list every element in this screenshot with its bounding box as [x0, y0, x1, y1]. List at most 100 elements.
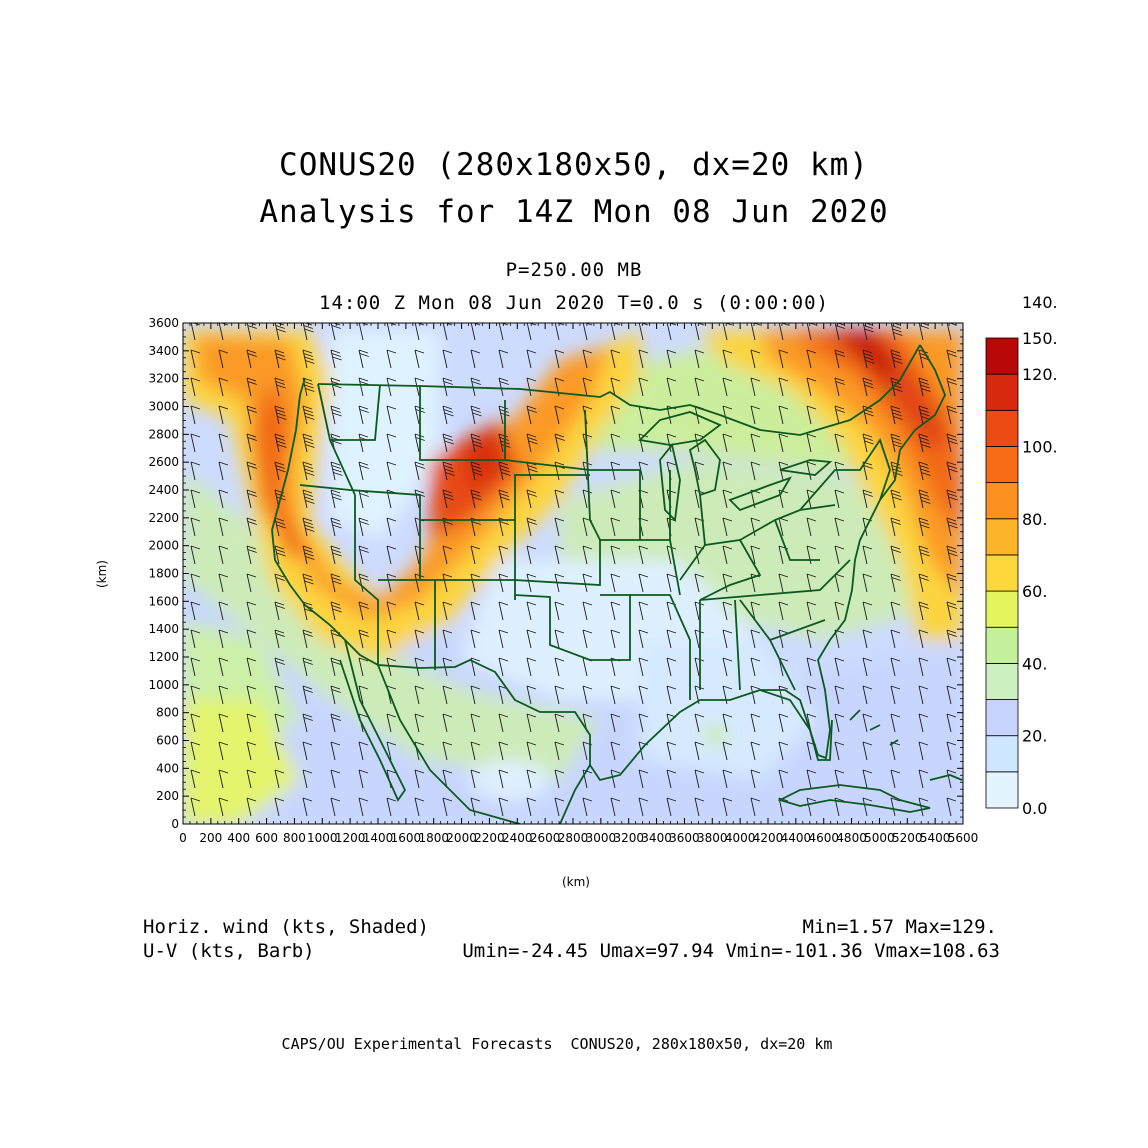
wind-barb [778, 797, 789, 817]
wind-barb [526, 713, 537, 733]
wind-barb [918, 489, 931, 509]
x-tick-label: 2800 [558, 831, 589, 845]
wind-barb [274, 797, 285, 817]
x-tick-label: 2000 [446, 831, 477, 845]
wind-barb [330, 405, 342, 425]
wind-barb [302, 349, 315, 369]
wind-barb [498, 377, 509, 397]
uv-stats-text: Umin=-24.45 Umax=97.94 Vmin=-101.36 Vmax… [462, 940, 1000, 962]
wind-barb [470, 573, 481, 593]
wind-barb [722, 713, 733, 733]
wind-barb [498, 797, 509, 817]
wind-barb [442, 797, 453, 817]
wind-barb [218, 489, 229, 509]
wind-barb [694, 461, 705, 481]
wind-barb [470, 685, 481, 705]
wind-barb [918, 573, 929, 593]
x-tick-label: 4200 [753, 831, 784, 845]
colorbar-box [985, 554, 1019, 592]
wind-barb [554, 685, 565, 705]
wind-barb [610, 713, 621, 733]
wind-barb [302, 517, 315, 537]
wind-barb [778, 489, 789, 509]
wind-barb [666, 433, 677, 453]
wind-barb [386, 377, 397, 397]
colorbar-label: 120. [1022, 365, 1058, 384]
barb-label: U-V (kts, Barb) [143, 940, 315, 962]
valid-time: 14:00 Z Mon 08 Jun 2020 T=0.0 s (0:00:00… [319, 292, 829, 314]
colorbar-box [985, 337, 1019, 375]
wind-barb [582, 349, 593, 369]
wind-barb [526, 769, 537, 789]
wind-barb [190, 797, 201, 817]
wind-barb [414, 629, 425, 649]
wind-barb [274, 461, 286, 481]
wind-barb [386, 741, 397, 761]
wind-barb [498, 489, 510, 509]
wind-barb [666, 657, 677, 677]
wind-barb [246, 349, 257, 369]
wind-barb [526, 601, 537, 621]
wind-barb [190, 713, 201, 733]
wind-barb [918, 629, 929, 649]
y-tick-label: 600 [156, 734, 179, 748]
wind-barb [862, 797, 873, 817]
wind-barb [946, 601, 957, 621]
x-tick-label: 3800 [697, 831, 728, 845]
wind-barb [750, 741, 761, 761]
wind-barb [890, 405, 903, 425]
wind-barb [778, 349, 789, 369]
wind-barb [806, 433, 817, 453]
wind-barb [554, 545, 565, 565]
y-tick-label: 400 [156, 761, 179, 775]
wind-barb [918, 797, 929, 817]
wind-barb [918, 461, 931, 481]
wind-barb [470, 629, 481, 649]
wind-barb [246, 545, 257, 565]
wind-barb [890, 461, 903, 481]
wind-barb [470, 461, 483, 481]
wind-barb [834, 433, 845, 453]
wind-barb [918, 377, 931, 397]
wind-barb [666, 769, 677, 789]
wind-barb [890, 713, 901, 733]
wind-barb [330, 461, 343, 481]
wind-barb [442, 545, 453, 565]
wind-barb [358, 769, 369, 789]
wind-barb [526, 349, 537, 369]
wind-barb [470, 433, 483, 453]
wind-barb [834, 713, 845, 733]
wind-barb [386, 433, 397, 453]
wind-barb [526, 797, 537, 817]
wind-barb [498, 545, 509, 565]
colorbar-box [985, 699, 1019, 737]
wind-barb [498, 741, 509, 761]
wind-barb [834, 517, 845, 537]
wind-barb [750, 657, 761, 677]
wind-barb [722, 601, 733, 621]
wind-barb [190, 377, 201, 397]
wind-barb [190, 545, 201, 565]
wind-barb [806, 769, 817, 789]
wind-barb [190, 769, 201, 789]
wind-barb [274, 405, 287, 425]
wind-barb [246, 685, 257, 705]
x-tick-label: 5000 [864, 831, 895, 845]
wind-barb [610, 769, 621, 789]
wind-barb [918, 405, 931, 425]
wind-barb [806, 601, 817, 621]
wind-barb [386, 573, 397, 593]
wind-barb [554, 769, 565, 789]
wind-barb [806, 629, 817, 649]
wind-barb [414, 769, 425, 789]
x-axis-ticks: 0 200 400 600 800 100012001400160018002000220… [179, 323, 978, 845]
wind-barb [778, 573, 789, 593]
wind-barb [582, 573, 593, 593]
wind-barb [582, 797, 593, 817]
wind-barb [302, 769, 313, 789]
wind-barb [694, 769, 705, 789]
wind-barb [274, 629, 285, 649]
wind-barb [750, 769, 761, 789]
wind-barb [470, 405, 482, 425]
wind-barb [190, 685, 201, 705]
